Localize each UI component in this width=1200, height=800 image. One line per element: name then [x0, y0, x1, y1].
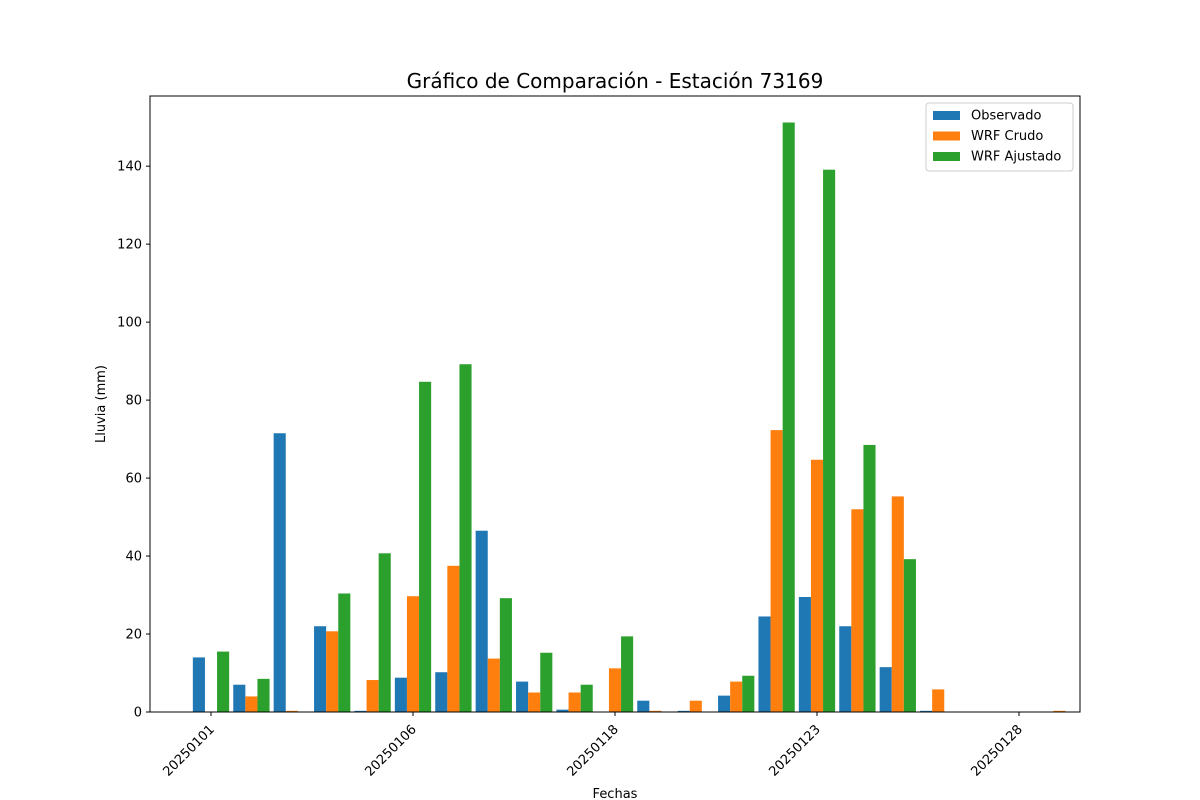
bar-wrf-ajustado-15: [782, 122, 795, 712]
legend-label: Observado: [971, 109, 1042, 124]
y-tick-label: 40: [125, 550, 142, 565]
bar-observado-2: [233, 684, 246, 712]
bar-observado-16: [798, 596, 811, 712]
bar-observado-8: [475, 530, 488, 712]
bar-wrf-crudo-6: [406, 596, 420, 712]
bar-observado-7: [435, 672, 448, 712]
legend-label: WRF Crudo: [971, 129, 1043, 144]
bar-observado-14: [718, 695, 731, 712]
bar-observado-3: [273, 433, 286, 712]
bar-wrf-crudo-13: [689, 700, 702, 712]
bar-observado-9: [516, 681, 529, 712]
bar-wrf-crudo-2: [245, 696, 258, 712]
x-tick-label: 20250123: [766, 722, 823, 779]
y-tick-label: 120: [117, 238, 142, 253]
legend-label: WRF Ajustado: [971, 150, 1061, 165]
bar-wrf-crudo-16: [810, 459, 824, 712]
bar-wrf-ajustado-18: [903, 559, 916, 712]
bar-observado-4: [314, 626, 327, 712]
bar-wrf-ajustado-2: [257, 678, 270, 712]
y-tick-label: 0: [134, 706, 142, 721]
bar-wrf-crudo-4: [326, 631, 339, 712]
bar-wrf-ajustado-4: [338, 593, 351, 712]
legend-swatch: [933, 131, 960, 141]
y-tick-label: 60: [125, 472, 142, 487]
bar-wrf-ajustado-10: [580, 684, 593, 712]
bar-wrf-crudo-10: [568, 692, 581, 712]
x-tick-label: 20250128: [968, 722, 1025, 779]
bar-wrf-crudo-11: [608, 668, 622, 712]
chart-title: Gráfico de Comparación - Estación 73169: [407, 69, 824, 93]
bar-observado-18: [879, 667, 892, 712]
legend-swatch: [933, 111, 960, 120]
bar-wrf-ajustado-16: [823, 169, 836, 712]
bar-wrf-crudo-15: [770, 430, 783, 712]
bar-wrf-ajustado-14: [742, 675, 755, 712]
bar-wrf-crudo-8: [487, 658, 500, 712]
y-tick-label: 140: [117, 160, 142, 175]
bar-wrf-ajustado-7: [459, 364, 472, 712]
bars-layer: [192, 122, 1066, 712]
bar-observado-5: [354, 710, 367, 712]
y-axis-label: Lluvia (mm): [94, 365, 109, 443]
plot-frame: [149, 95, 1081, 713]
bar-wrf-crudo-14: [730, 681, 743, 712]
axes-layer: 0 20 40 60 80 100 120 140 20250101 20250106 202501…: [117, 95, 1081, 780]
x-tick-label: 20250101: [160, 722, 217, 779]
bar-observado-1: [192, 657, 205, 712]
legend-box: [925, 102, 1074, 172]
y-tick-label: 20: [125, 628, 142, 643]
x-tick-label: 20250118: [564, 722, 621, 779]
bar-observado-6: [394, 677, 407, 712]
legend: Observado WRF Crudo WRF Ajustado: [925, 102, 1074, 172]
bar-wrf-ajustado-9: [540, 652, 553, 712]
bar-observado-12: [637, 700, 650, 712]
bar-wrf-ajustado-5: [378, 553, 391, 712]
bar-wrf-crudo-3: [285, 710, 298, 712]
bar-wrf-ajustado-17: [863, 444, 876, 712]
bar-observado-13: [677, 710, 690, 712]
bar-observado-15: [758, 616, 771, 712]
bar-wrf-crudo-22: [1053, 710, 1066, 712]
legend-swatch: [933, 152, 960, 161]
bar-observado-10: [556, 709, 569, 712]
bar-observado-19: [920, 710, 933, 712]
bar-wrf-ajustado-1: [217, 651, 230, 712]
y-tick-label: 80: [125, 394, 142, 409]
bar-wrf-crudo-18: [891, 496, 904, 712]
bar-wrf-crudo-19: [932, 689, 945, 712]
y-tick-label: 100: [117, 316, 142, 331]
bar-wrf-crudo-7: [447, 565, 460, 712]
x-axis-label: Fechas: [593, 787, 638, 800]
bar-wrf-crudo-9: [528, 692, 541, 712]
bar-wrf-ajustado-6: [419, 381, 432, 712]
bar-wrf-ajustado-8: [499, 598, 512, 712]
bar-observado-17: [839, 626, 852, 712]
bar-wrf-crudo-12: [649, 710, 662, 712]
x-tick-label: 20250106: [362, 722, 419, 779]
bar-wrf-crudo-17: [851, 509, 864, 712]
bar-wrf-crudo-5: [366, 680, 379, 712]
bar-wrf-ajustado-11: [621, 636, 634, 712]
